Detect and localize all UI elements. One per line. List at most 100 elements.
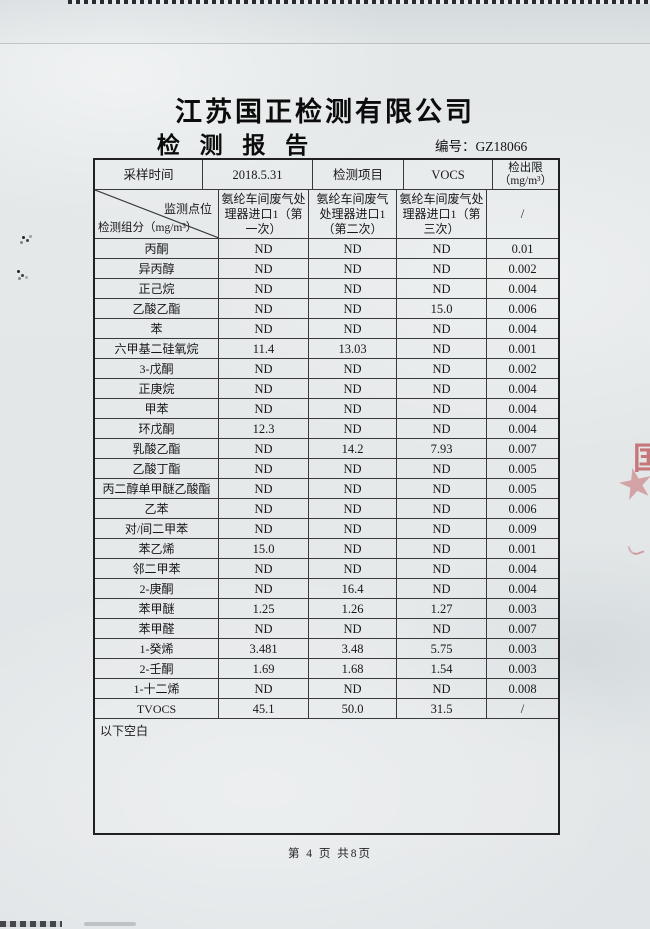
table-row: 丙二醇单甲醚乙酸酯 ND ND ND 0.005 — [95, 479, 558, 499]
value-third-cell: ND — [397, 399, 487, 418]
table-row: 3-戊酮 ND ND ND 0.002 — [95, 359, 558, 379]
value-third-cell: 7.93 — [397, 439, 487, 458]
analyte-name-cell: 六甲基二硅氧烷 — [95, 339, 219, 358]
table-header-row: 采样时间 2018.5.31 检测项目 VOCS 检出限 （mg/m³） — [95, 160, 558, 190]
value-third-cell: ND — [397, 459, 487, 478]
ink-speckle — [22, 236, 25, 239]
table-row: 2-庚酮 ND 16.4 ND 0.004 — [95, 579, 558, 599]
value-first-cell: ND — [219, 379, 309, 398]
value-first-cell: ND — [219, 619, 309, 638]
detection-limit-cell: 0.002 — [508, 361, 537, 376]
value-first-cell: ND — [219, 239, 309, 258]
analyte-name-cell: 苯甲醛 — [95, 619, 219, 638]
value-third-cell: ND — [397, 679, 487, 698]
value-second-cell: 14.2 — [309, 439, 397, 458]
value-first-cell: 1.25 — [219, 599, 309, 618]
value-third-cell: ND — [397, 419, 487, 438]
value-first-cell: 15.0 — [219, 539, 309, 558]
analyte-name-cell: 2-庚酮 — [95, 579, 219, 598]
test-item-value-cell: VOCS — [404, 160, 493, 189]
value-first-cell: ND — [219, 519, 309, 538]
value-third-cell: ND — [397, 359, 487, 378]
ink-speckle — [17, 270, 20, 273]
analyte-name-cell: 邻二甲苯 — [95, 559, 219, 578]
detection-limit-cell: 0.008 — [508, 681, 537, 696]
analyte-name-cell: 苯 — [95, 319, 219, 338]
detection-limit-cell: 0.003 — [508, 601, 537, 616]
table-row: 苯乙烯 15.0 ND ND 0.001 — [95, 539, 558, 559]
analyte-name-cell: 正己烷 — [95, 279, 219, 298]
report-title: 检 测 报 告 — [156, 133, 316, 158]
value-third-cell: ND — [397, 279, 487, 298]
table-body: 丙酮 ND ND ND 0.01 异丙醇 ND ND ND 0.002 正己烷 … — [95, 239, 558, 719]
company-name: 江苏国正检测有限公司 — [175, 97, 475, 127]
analyte-name-cell: 乙酸丁酯 — [95, 459, 219, 478]
value-first-cell: ND — [219, 279, 309, 298]
report-number-label: 编号： — [435, 139, 476, 154]
value-second-cell: ND — [309, 419, 397, 438]
detection-limit-label: 检出限 — [508, 161, 543, 174]
value-second-cell: 1.68 — [309, 659, 397, 678]
value-second-cell: ND — [309, 479, 397, 498]
analyte-name-cell: 苯甲醚 — [95, 599, 219, 618]
value-second-cell: ND — [309, 499, 397, 518]
corner-label-monitoring-point: 监测点位 — [163, 202, 212, 216]
test-item-label-cell: 检测项目 — [313, 160, 404, 189]
value-third-cell: ND — [397, 539, 487, 558]
table-row: 邻二甲苯 ND ND ND 0.004 — [95, 559, 558, 579]
sampling-point-cell-2: 氨纶车间废气处理器进口1（第二次） — [309, 190, 397, 238]
detection-limit-cell: 0.004 — [508, 581, 537, 596]
table-row: 2-壬酮 1.69 1.68 1.54 0.003 — [95, 659, 558, 679]
value-first-cell: 12.3 — [219, 419, 309, 438]
detection-limit-cell: 0.006 — [508, 301, 537, 316]
analyte-name-cell: TVOCS — [95, 699, 219, 718]
value-first-cell: ND — [219, 679, 309, 698]
value-first-cell: ND — [219, 359, 309, 378]
value-third-cell: ND — [397, 319, 487, 338]
value-third-cell: ND — [397, 619, 487, 638]
detection-limit-cell: 0.007 — [508, 621, 537, 636]
sampling-point-cell-1: 氨纶车间废气处理器进口1（第一次） — [219, 190, 309, 238]
page-number-footer: 第 4 页 共8页 — [287, 848, 373, 860]
detection-limit-cell: / — [520, 701, 525, 716]
value-second-cell: ND — [309, 239, 397, 258]
analyte-name-cell: 1-癸烯 — [95, 639, 219, 658]
value-second-cell: ND — [309, 299, 397, 318]
table-row: 1-十二烯 ND ND ND 0.008 — [95, 679, 558, 699]
value-second-cell: ND — [309, 679, 397, 698]
value-first-cell: ND — [219, 299, 309, 318]
detection-limit-cell: 0.004 — [508, 421, 537, 436]
analyte-name-cell: 丙二醇单甲醚乙酸酯 — [95, 479, 219, 498]
table-row: 乙苯 ND ND ND 0.006 — [95, 499, 558, 519]
analyte-name-cell: 对/间二甲苯 — [95, 519, 219, 538]
analyte-name-cell: 乙酸乙酯 — [95, 299, 219, 318]
value-second-cell: ND — [309, 519, 397, 538]
analyte-name-cell: 环戊酮 — [95, 419, 219, 438]
value-first-cell: ND — [219, 479, 309, 498]
value-second-cell: 13.03 — [309, 339, 397, 358]
table-row: TVOCS 45.1 50.0 31.5 / — [95, 699, 558, 719]
red-seal-star-icon: ★ — [612, 458, 650, 512]
value-third-cell: 5.75 — [397, 639, 487, 658]
table-row: 乙酸丁酯 ND ND ND 0.005 — [95, 459, 558, 479]
value-second-cell: ND — [309, 279, 397, 298]
sampling-time-value-cell: 2018.5.31 — [203, 160, 313, 189]
value-third-cell: 1.54 — [397, 659, 487, 678]
corner-limit-cell: / — [520, 207, 525, 221]
scanner-edge-strip-bottom — [0, 921, 62, 927]
table-row: 甲苯 ND ND ND 0.004 — [95, 399, 558, 419]
value-second-cell: ND — [309, 319, 397, 338]
red-seal-partial-character: 国 — [633, 441, 650, 476]
detection-limit-cell: 0.004 — [508, 561, 537, 576]
monitoring-point-row: 监测点位 检测组分（mg/m³） 氨纶车间废气处理器进口1（第一次） 氨纶车间废… — [95, 190, 558, 239]
analyte-name-cell: 3-戊酮 — [95, 359, 219, 378]
table-row: 正己烷 ND ND ND 0.004 — [95, 279, 558, 299]
detection-limit-cell: 0.009 — [508, 521, 537, 536]
value-second-cell: ND — [309, 459, 397, 478]
detection-limit-cell: 0.004 — [508, 321, 537, 336]
detection-limit-cell: 0.007 — [508, 441, 537, 456]
value-second-cell: 3.48 — [309, 639, 397, 658]
detection-limit-unit: （mg/m³） — [498, 174, 553, 187]
table-row: 苯 ND ND ND 0.004 — [95, 319, 558, 339]
detection-limit-cell: 0.005 — [508, 461, 537, 476]
